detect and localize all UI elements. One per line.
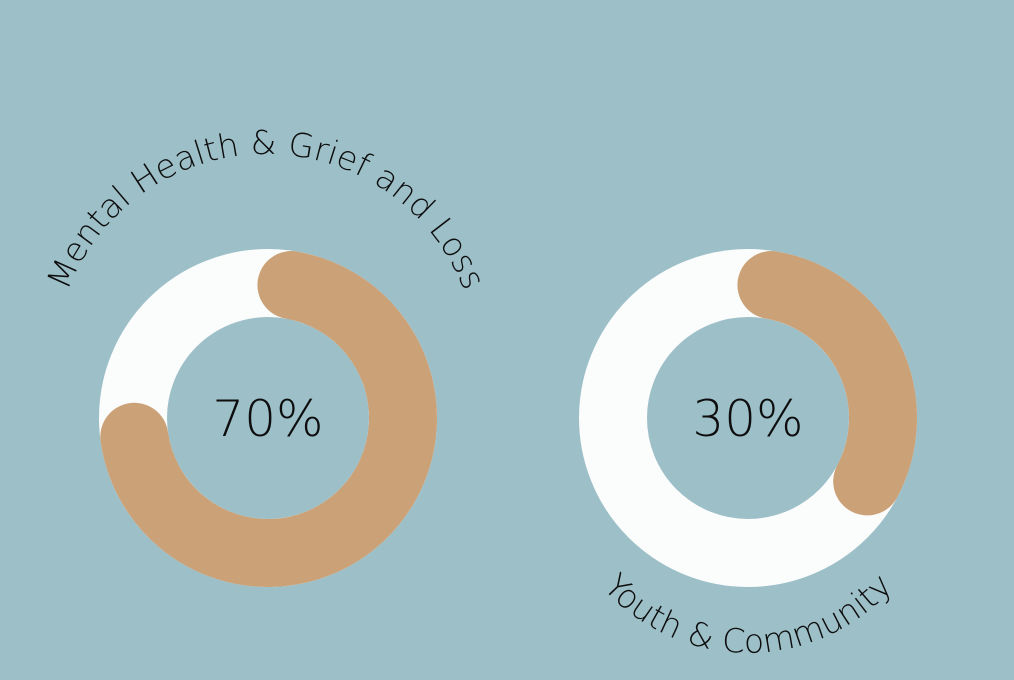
donut-arc-youth-community <box>737 251 917 516</box>
donut-mental-health: 70% Mental Health & Grief and Loss <box>39 123 493 587</box>
donut-youth-community: 30% Youth & Community <box>579 249 917 661</box>
donut-value-youth-community: 30% <box>692 390 803 448</box>
donut-arc-mental-health <box>100 251 437 587</box>
donut-value-mental-health: 70% <box>212 390 323 448</box>
